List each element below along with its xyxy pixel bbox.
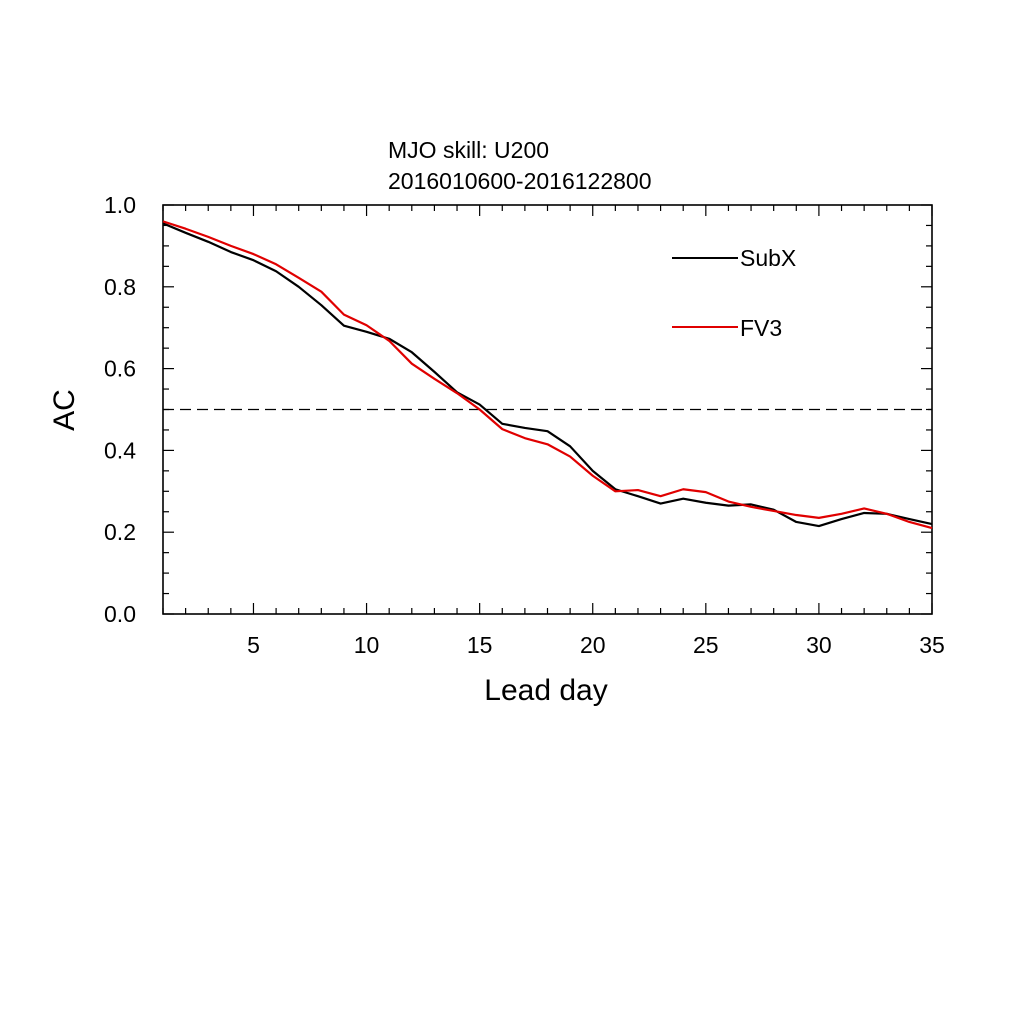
chart-title: MJO skill: U200	[388, 137, 549, 163]
legend: SubX FV3	[672, 245, 796, 341]
y-tick-label: 0.4	[104, 437, 136, 463]
y-tick-label: 0.2	[104, 519, 136, 545]
x-tick-label: 35	[919, 632, 945, 658]
legend-label-fv3: FV3	[740, 315, 782, 341]
y-tick-label: 1.0	[104, 192, 136, 218]
x-tick-label: 30	[806, 632, 832, 658]
y-axis-ticks: 0.0 0.2 0.4 0.6 0.8 1.0	[104, 192, 932, 627]
x-tick-label: 10	[354, 632, 380, 658]
legend-label-subx: SubX	[740, 245, 796, 271]
y-axis-label: AC	[48, 389, 81, 431]
x-tick-label: 15	[467, 632, 493, 658]
y-tick-label: 0.8	[104, 274, 136, 300]
series-line-fv3	[162, 220, 933, 530]
x-tick-label: 20	[580, 632, 606, 658]
y-tick-label: 0.6	[104, 356, 136, 382]
series-layer	[162, 220, 933, 530]
x-axis-ticks: 5 10 15 20 25 30 35	[162, 205, 945, 658]
x-axis-label: Lead day	[484, 674, 607, 707]
chart-subtitle: 2016010600-2016122800	[388, 168, 652, 194]
series-line-subx	[162, 222, 933, 528]
y-tick-label: 0.0	[104, 601, 136, 627]
x-tick-label: 25	[693, 632, 719, 658]
x-tick-label: 5	[247, 632, 260, 658]
